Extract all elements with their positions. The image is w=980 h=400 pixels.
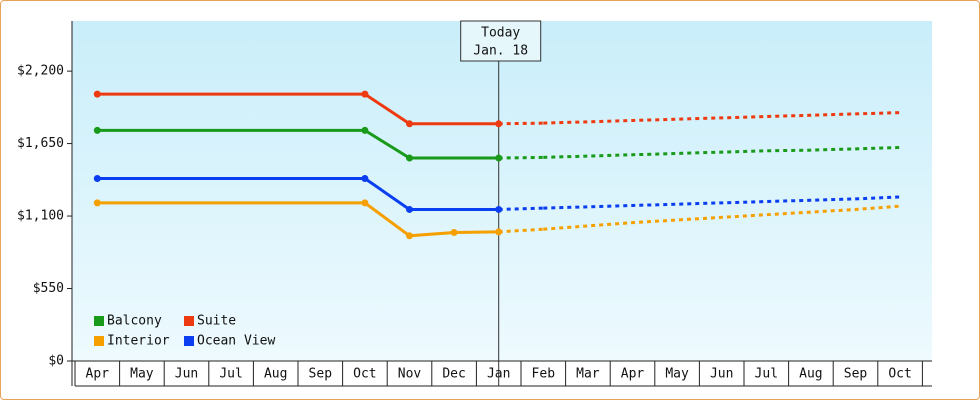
today-box	[460, 20, 542, 62]
legend-label: Ocean View	[197, 334, 275, 349]
legend-label: Balcony	[107, 314, 162, 329]
x-tick-label: Oct	[888, 367, 911, 382]
legend-swatch	[184, 316, 194, 326]
x-tick-label: Sep	[309, 367, 333, 382]
x-tick-label: Jun	[710, 367, 733, 382]
series-line	[97, 128, 499, 160]
legend-swatch	[94, 336, 104, 346]
x-tick-label: May	[130, 367, 154, 382]
point	[93, 126, 101, 134]
series-forecast	[543, 195, 901, 210]
series-forecast	[543, 204, 901, 231]
x-tick-label: Apr	[621, 367, 645, 382]
plot-area	[72, 21, 932, 361]
point	[450, 229, 458, 237]
y-tick-label: $550	[33, 281, 64, 296]
series-line	[97, 201, 499, 238]
point	[406, 120, 413, 128]
x-tick-label: Jul	[219, 367, 242, 382]
x-tick-label: Apr	[86, 367, 110, 382]
y-tick-label: $2,200	[17, 64, 64, 79]
series-line	[97, 92, 499, 126]
legend-swatch	[94, 316, 104, 326]
point	[406, 205, 413, 213]
today-label: Today	[481, 26, 520, 41]
point	[361, 126, 369, 134]
y-tick-label: $1,650	[17, 136, 64, 151]
series-forecast	[543, 146, 901, 159]
x-tick-label: Nov	[398, 367, 422, 382]
legend-label: Interior	[107, 334, 170, 349]
point	[93, 90, 101, 98]
series-forecast	[543, 111, 901, 125]
point	[93, 174, 101, 182]
point	[406, 232, 413, 240]
x-tick-label: Sep	[844, 367, 868, 382]
x-tick-label: Dec	[442, 367, 465, 382]
legend-label: Suite	[197, 314, 236, 329]
x-tick-label: Oct	[353, 367, 376, 382]
x-tick-label: Feb	[532, 367, 556, 382]
y-tick-label: $1,100	[17, 209, 64, 224]
x-tick-label: May	[665, 367, 689, 382]
x-tick-label: Mar	[576, 367, 600, 382]
x-tick-label: Jul	[755, 367, 778, 382]
series-line	[97, 176, 499, 211]
x-tick-label: Aug	[264, 367, 287, 382]
x-tick-label: Aug	[799, 367, 822, 382]
point	[406, 154, 413, 162]
point	[495, 154, 503, 162]
point	[361, 174, 369, 182]
point	[93, 199, 101, 207]
point	[495, 120, 503, 128]
point	[495, 228, 503, 236]
point	[495, 205, 503, 213]
legend-swatch	[184, 336, 194, 346]
y-tick-label: $0	[48, 354, 64, 369]
x-tick-label: Jun	[175, 367, 198, 382]
point	[361, 199, 369, 207]
point	[361, 90, 369, 98]
today-date: Jan. 18	[473, 44, 528, 59]
